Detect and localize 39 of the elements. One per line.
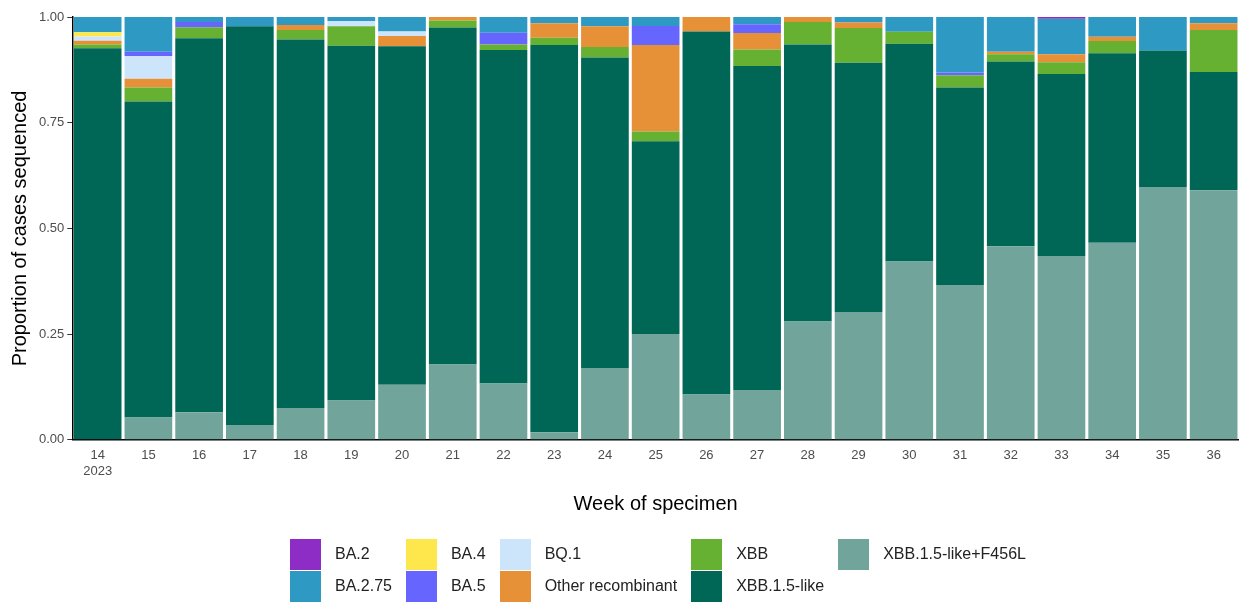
y-tick-label: 0.00 (38, 431, 65, 447)
x-tick-label: 29 (851, 447, 866, 463)
x-tick-label: 16 (191, 447, 207, 463)
x-tick-label: 20 (394, 447, 410, 463)
legend-label: BQ.1 (544, 545, 582, 563)
x-tick-label: 28 (800, 447, 816, 463)
x-tick-label: 31 (952, 447, 968, 463)
y-tick-label: 1.00 (38, 8, 65, 24)
y-tick-label: 0.50 (38, 219, 65, 235)
x-tick-label: 34 (1104, 447, 1120, 463)
legend-label: XBB (736, 545, 769, 563)
legend-label: BA.4 (450, 545, 486, 563)
x-tick-label: 30 (902, 447, 917, 463)
legend-label: BA.5 (450, 577, 486, 595)
x-tick-label: 19 (344, 447, 359, 463)
x-tick-label: 22 (496, 447, 511, 463)
legend-label: Other recombinant (544, 577, 678, 595)
x-tick-label: 24 (597, 447, 613, 463)
x-tick-label: 15 (141, 447, 156, 463)
x-tick-label: 35 (1155, 447, 1171, 463)
legend-label: XBB.1.5-like+F456L (883, 545, 1026, 563)
legend-label: XBB.1.5-like (736, 577, 825, 595)
x-tick-label: 32 (1003, 447, 1018, 463)
legend-label: BA.2.75 (335, 577, 392, 595)
x-tick-label: 27 (749, 447, 765, 463)
x-tick-label: 17 (242, 447, 258, 463)
x-axis-title: Week of specimen (573, 491, 738, 514)
x-tick-label: 26 (699, 447, 714, 463)
y-tick-label: 0.25 (38, 325, 65, 341)
x-tick-label: 33 (1054, 447, 1069, 463)
x-tick-label: 14 2023 (83, 447, 113, 478)
legend-label: BA.2 (335, 545, 370, 563)
x-tick-label: 36 (1206, 447, 1221, 463)
x-tick-label: 23 (546, 447, 562, 463)
x-tick-label: 18 (293, 447, 308, 463)
y-tick-label: 0.75 (38, 114, 65, 130)
y-axis-title: Proportion of cases sequenced (7, 90, 30, 367)
x-tick-label: 21 (445, 447, 460, 463)
x-tick-label: 25 (648, 447, 663, 463)
